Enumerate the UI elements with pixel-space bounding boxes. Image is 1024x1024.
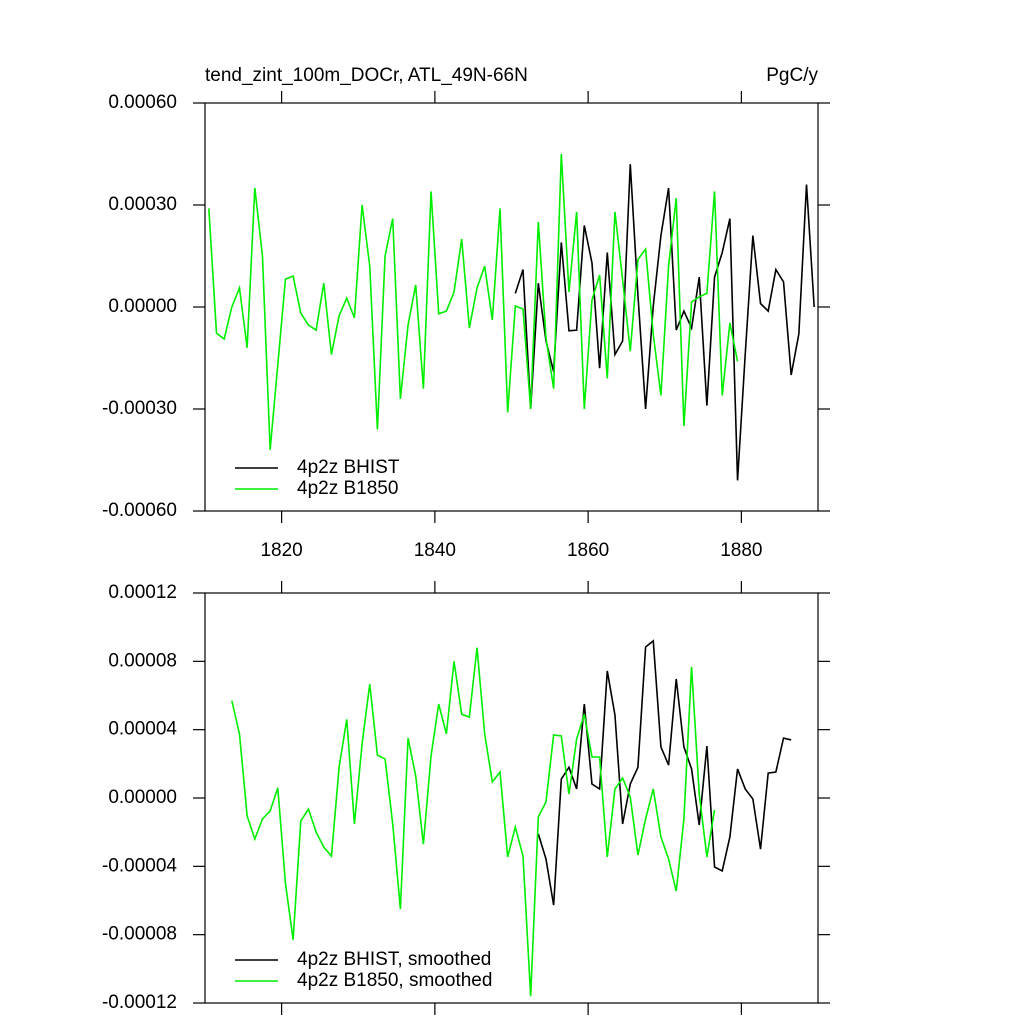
y-tick-label: -0.00008 (102, 924, 177, 945)
y-tick-label: -0.00060 (102, 500, 177, 521)
chart-title: tend_zint_100m_DOCr, ATL_49N-66N (205, 65, 528, 86)
y-tick-label: -0.00012 (102, 992, 177, 1013)
series-line (231, 647, 716, 997)
y-tick-label: 0.00030 (108, 194, 177, 215)
y-tick-label: 0.00004 (108, 719, 177, 740)
legend-label: 4p2z B1850 (297, 478, 398, 499)
plot-frame (204, 592, 819, 1004)
units-label: PgC/y (766, 65, 818, 86)
y-tick-label: 0.00000 (108, 787, 177, 808)
series-line (208, 153, 739, 450)
series-line (514, 164, 815, 481)
y-tick-label: -0.00030 (102, 398, 177, 419)
legend-label: 4p2z BHIST, smoothed (297, 949, 491, 970)
y-tick-label: 0.00012 (108, 582, 177, 603)
legend-label: 4p2z BHIST (297, 457, 400, 478)
series-line (537, 639, 792, 906)
x-tick-label: 1840 (414, 540, 456, 561)
y-tick-label: 0.00060 (108, 92, 177, 113)
legend-label: 4p2z B1850, smoothed (297, 970, 492, 991)
plot-frame (204, 102, 819, 512)
y-tick-label: 0.00000 (108, 296, 177, 317)
y-tick-label: 0.00008 (108, 650, 177, 671)
x-tick-label: 1880 (720, 540, 762, 561)
x-tick-label: 1820 (260, 540, 302, 561)
x-tick-label: 1860 (567, 540, 609, 561)
y-tick-label: -0.00004 (102, 855, 177, 876)
